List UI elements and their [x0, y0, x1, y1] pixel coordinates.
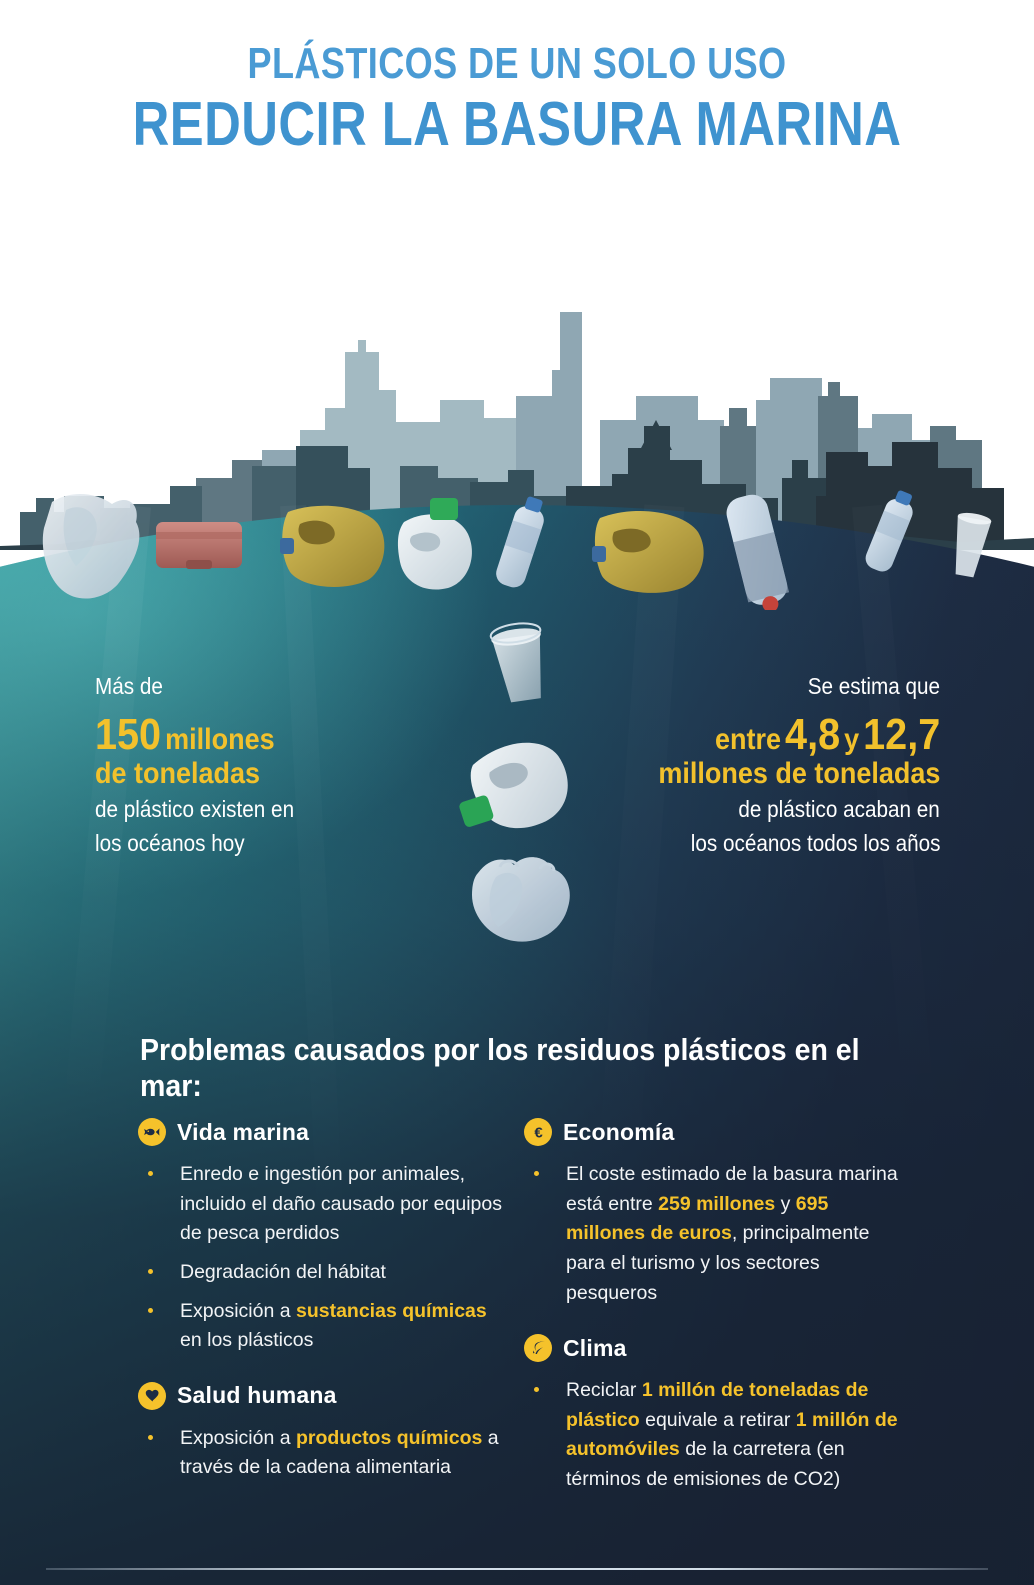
page-title: REDUCIR LA BASURA MARINA: [132, 89, 902, 159]
debris-water-bottle-2: [865, 490, 913, 572]
sinking-plastic-bag: [472, 857, 570, 942]
stat-right-prefix: entre: [714, 722, 781, 756]
bullet-highlight: 1 millón de toneladas de plástico: [566, 1379, 869, 1431]
stat-right-tail-1: de plástico acaban en: [738, 795, 940, 822]
stat-right-conjunction: y: [843, 722, 859, 756]
bullet-highlight: productos químicos: [295, 1426, 483, 1449]
svg-text:€: €: [534, 1124, 543, 1141]
debris-plastic-cup: [955, 512, 992, 578]
problems-column-left: Vida marina Enredo e ingestión por animal…: [138, 1118, 508, 1509]
euro-icon: €: [524, 1118, 552, 1146]
bullet-text: y: [775, 1192, 796, 1215]
debris-plastic-bag: [42, 493, 140, 599]
bullet-highlight: 259 millones: [658, 1192, 776, 1215]
stat-left-tail-2: los océanos hoy: [95, 829, 245, 856]
problem-category-label: Vida marina: [177, 1118, 310, 1145]
problem-bullet-list: Exposición a productos químicos a través…: [138, 1424, 508, 1483]
problem-category-clima: Clima: [524, 1334, 906, 1363]
bullet-text: equivale a retirar: [639, 1408, 796, 1431]
stat-left-lead: Más de: [95, 673, 163, 699]
problems-heading-text: Problemas causados por los residuos plás…: [140, 1032, 860, 1103]
bullet-text: El coste estimado de la basura marina es…: [566, 1163, 898, 1215]
bullet-text: de la carretera (en términos de emisione…: [566, 1438, 845, 1490]
problem-category-label: Clima: [563, 1334, 627, 1361]
problem-bullet: Degradación del hábitat: [138, 1258, 508, 1288]
sinking-debris-group: [459, 622, 570, 942]
bottom-divider: [46, 1568, 988, 1570]
floating-debris-group: [42, 490, 992, 610]
problem-bullet: El coste estimado de la basura marina es…: [524, 1160, 906, 1308]
bullet-text: Degradación del hábitat: [180, 1260, 386, 1283]
debris-yellow-jug-2: [592, 510, 704, 593]
bullet-highlight: 1 millón de automóviles: [566, 1408, 898, 1461]
stat-right-number-high: 12,7: [862, 709, 940, 759]
problem-bullet: Exposición a productos químicos a través…: [138, 1424, 508, 1483]
problem-bullet-list: Reciclar 1 millón de toneladas de plásti…: [524, 1376, 906, 1495]
debris-large-bottle: [726, 494, 790, 610]
heart-icon: [138, 1381, 166, 1410]
stat-left-unit: millones: [165, 722, 275, 756]
bullet-text: Exposición a: [180, 1426, 296, 1449]
bullet-highlight: 695 millones de euros: [566, 1192, 829, 1245]
fish-icon: [138, 1118, 166, 1146]
debris-lunch-box: [156, 522, 242, 569]
problem-category-vida-marina: Vida marina: [138, 1118, 508, 1146]
bullet-text: en los plásticos: [180, 1329, 314, 1352]
problem-category-econom-a: € Economía: [524, 1118, 906, 1146]
stat-left-number: 150: [95, 709, 162, 759]
stat-left-tail-1: de plástico existen en: [95, 795, 295, 822]
leaf-icon: [524, 1334, 552, 1363]
problems-heading: Problemas causados por los residuos plás…: [140, 1032, 990, 1104]
debris-white-jug-green-cap: [397, 498, 472, 590]
bullet-text: Enredo e ingestión por animales, incluid…: [180, 1163, 502, 1245]
sinking-plastic-cup: [489, 622, 542, 703]
debris-yellow-jug: [280, 505, 385, 587]
bullet-text: a través de la cadena alimentaria: [180, 1426, 499, 1479]
bullet-text: Reciclar: [566, 1379, 642, 1402]
stat-left-unit-line2: de toneladas: [95, 757, 261, 791]
stat-right-unit-line2: millones de toneladas: [657, 757, 940, 791]
problem-bullet: Enredo e ingestión por animales, incluid…: [138, 1160, 508, 1249]
bullet-text: Exposición a: [180, 1299, 296, 1322]
problem-category-label: Salud humana: [177, 1382, 337, 1409]
bullet-highlight: sustancias químicas: [295, 1299, 487, 1322]
problem-bullet: Reciclar 1 millón de toneladas de plásti…: [524, 1376, 906, 1495]
stat-right-tail-2: los océanos todos los años: [690, 829, 940, 856]
stat-block-right: Se estima que entre 4,8 y 12,7 millones …: [610, 672, 940, 858]
stat-block-left: Más de 150 millones de toneladas de plás…: [95, 672, 395, 858]
debris-water-bottle: [496, 496, 544, 588]
problem-bullet-list: El coste estimado de la basura marina es…: [524, 1160, 906, 1308]
problem-bullet: Exposición a sustancias químicas en los …: [138, 1297, 508, 1356]
problems-column-right: € Economía El coste estimado de la basura …: [524, 1118, 906, 1521]
stat-right-number-low: 4,8: [784, 709, 840, 759]
problem-bullet-list: Enredo e ingestión por animales, incluid…: [138, 1160, 508, 1356]
sinking-jug-green-cap: [459, 742, 568, 828]
stat-right-lead: Se estima que: [807, 673, 940, 699]
problem-category-salud-humana: Salud humana: [138, 1381, 508, 1410]
header-block: PLÁSTICOS DE UN SOLO USO REDUCIR LA BASU…: [0, 39, 1034, 159]
problem-category-label: Economía: [563, 1118, 675, 1145]
bullet-text: , principalmente para el turismo y los s…: [566, 1222, 870, 1304]
page-kicker: PLÁSTICOS DE UN SOLO USO: [247, 39, 787, 88]
